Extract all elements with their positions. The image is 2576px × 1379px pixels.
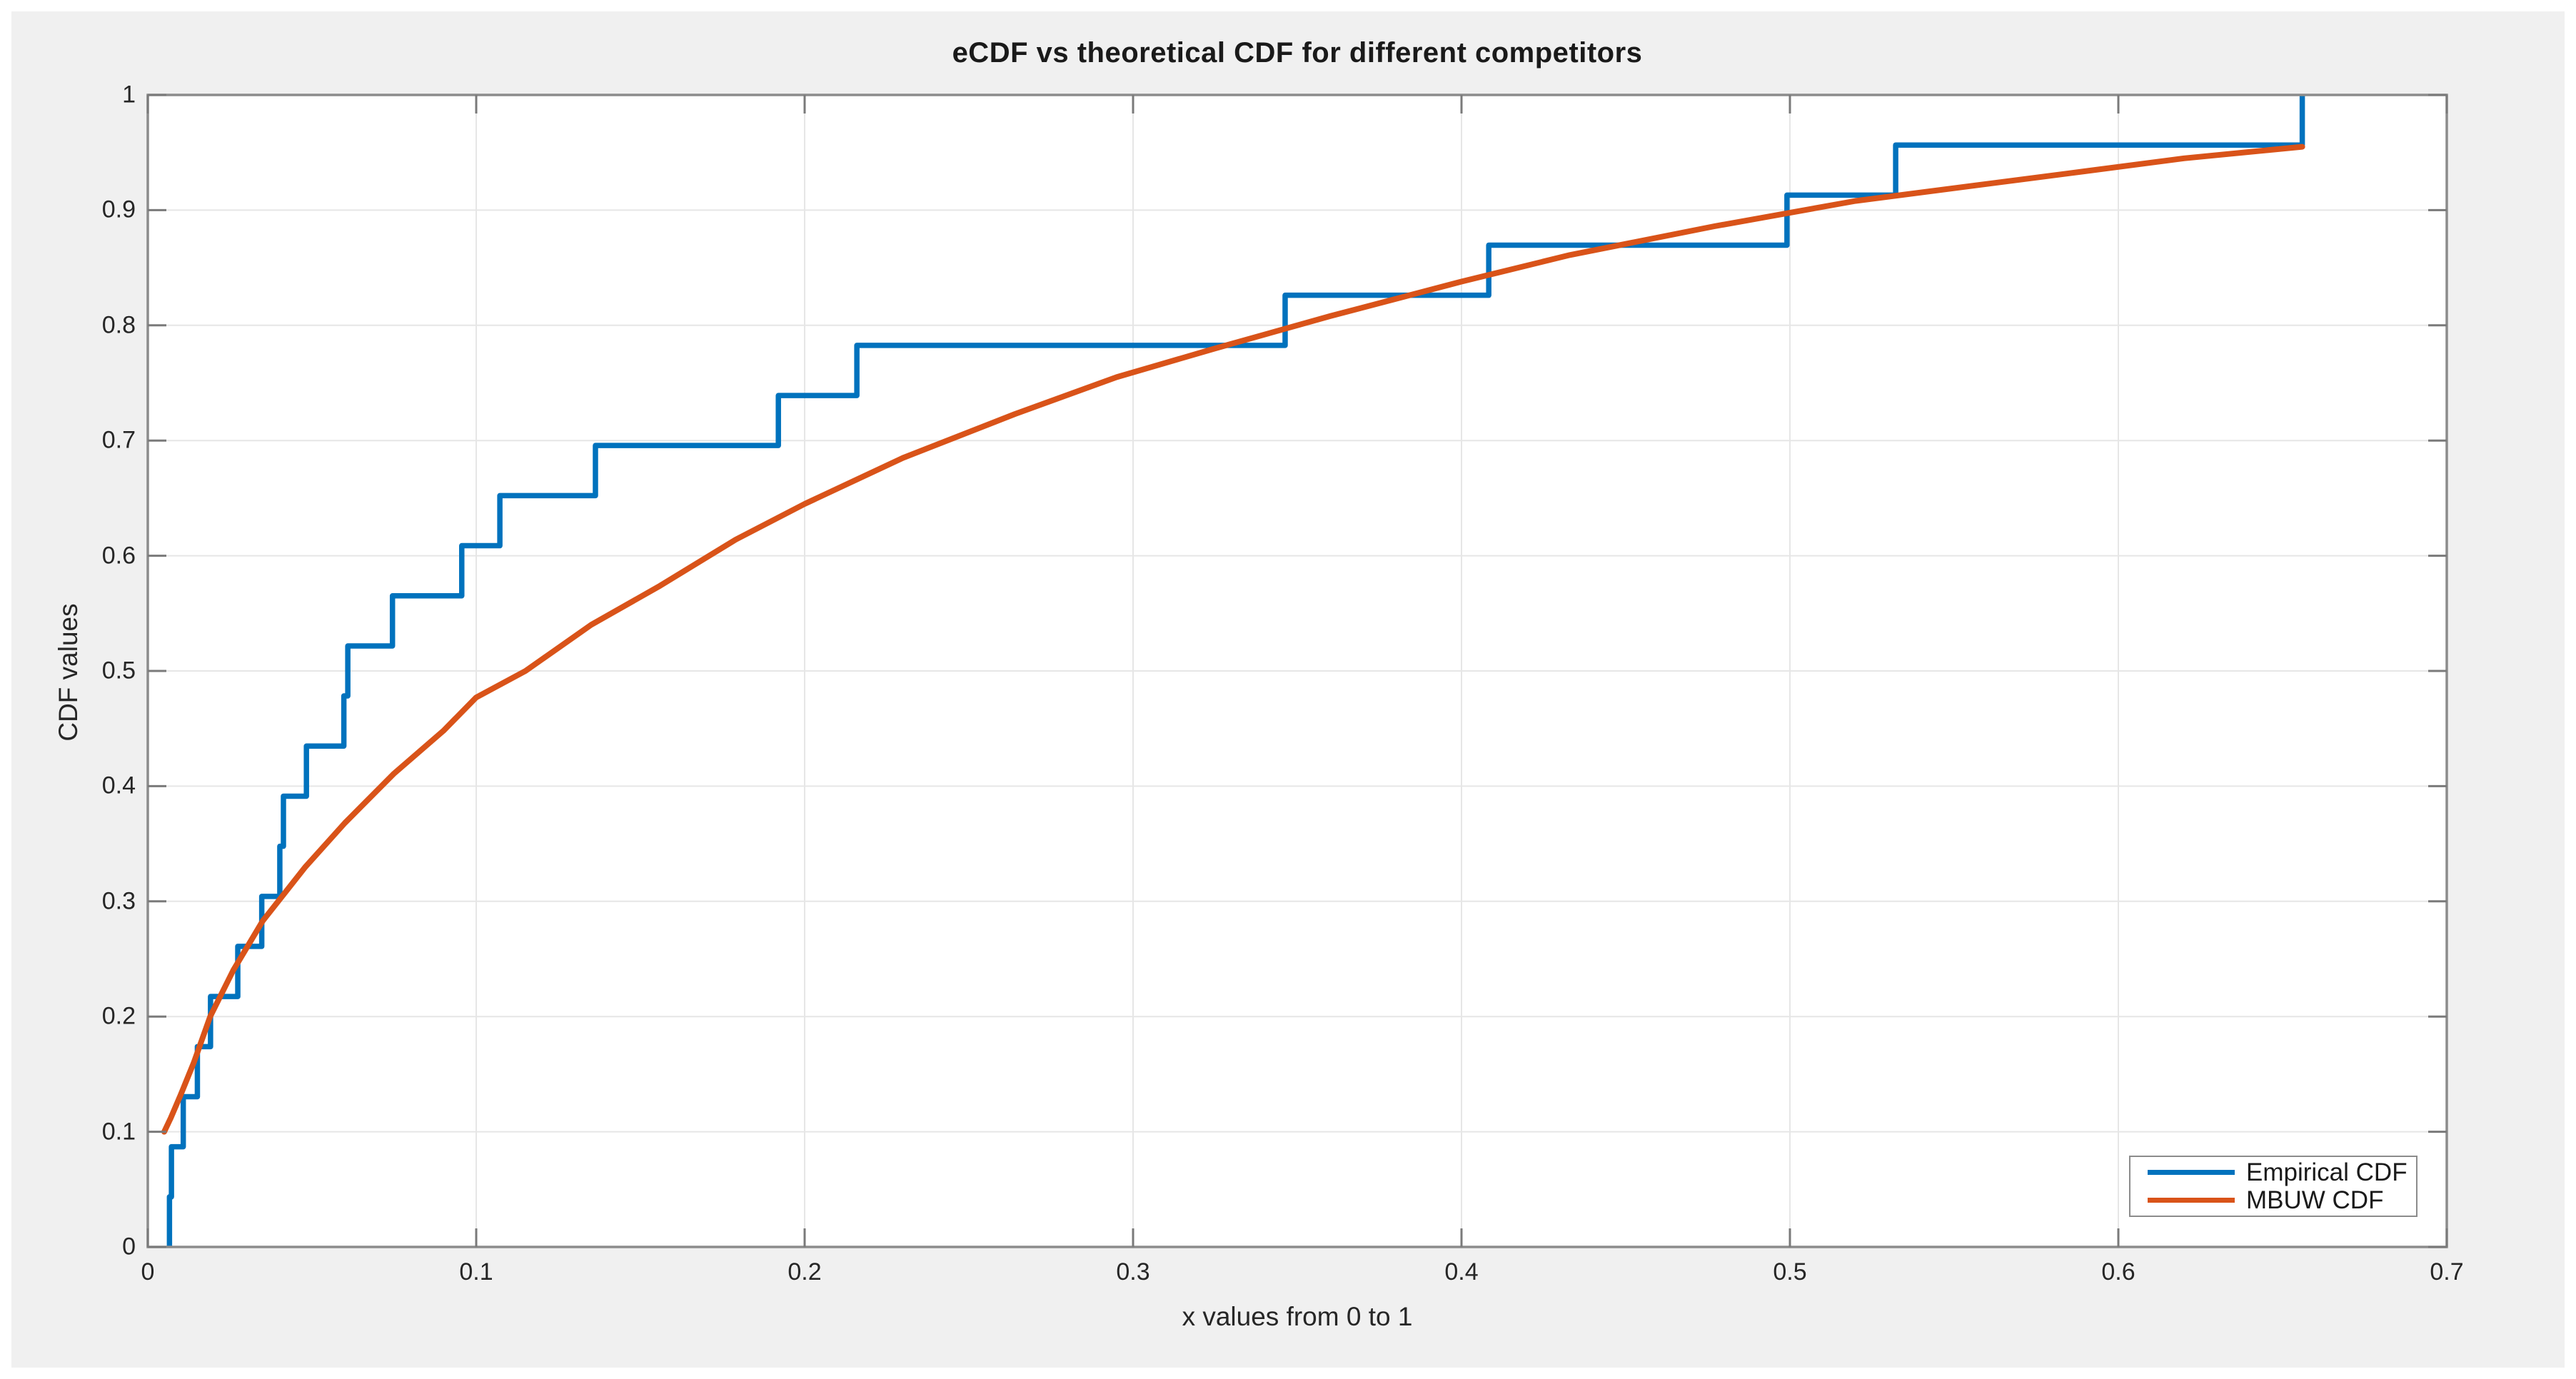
mbuw-cdf-line bbox=[161, 143, 2305, 1135]
x-tick-label: 0.4 bbox=[1444, 1258, 1479, 1285]
legend-label: Empirical CDF bbox=[2246, 1158, 2408, 1186]
x-tick-labels: 0 0.1 0.2 0.3 0.4 0.5 0.6 0.7 bbox=[0, 1258, 2576, 1290]
y-tick-label: 0.3 bbox=[101, 887, 136, 915]
y-tick-label: 0.7 bbox=[101, 426, 136, 454]
y-tick-label: 0.5 bbox=[101, 657, 136, 685]
y-tick-label: 0.2 bbox=[101, 1002, 136, 1030]
legend-box: Empirical CDF MBUW CDF bbox=[2129, 1156, 2417, 1217]
plot-title: eCDF vs theoretical CDF for different co… bbox=[952, 37, 1643, 69]
y-tick-label: 0.9 bbox=[101, 196, 136, 223]
y-tick-label: 0.4 bbox=[101, 772, 136, 799]
y-tick-label: 0.8 bbox=[101, 311, 136, 339]
legend-line-sample bbox=[2148, 1198, 2235, 1203]
x-axis-label: x values from 0 to 1 bbox=[1182, 1302, 1413, 1331]
y-tick-label: 1 bbox=[122, 81, 136, 108]
x-tick-label: 0.2 bbox=[788, 1258, 822, 1285]
x-tick-label: 0 bbox=[141, 1258, 155, 1285]
y-tick-label: 0.6 bbox=[101, 542, 136, 570]
legend-item: Empirical CDF bbox=[2130, 1160, 2416, 1185]
x-tick-label: 0.7 bbox=[2430, 1258, 2464, 1285]
legend-item: MBUW CDF bbox=[2130, 1188, 2416, 1213]
x-tick-label: 0.5 bbox=[1773, 1258, 1807, 1285]
x-tick-label: 0.3 bbox=[1116, 1258, 1150, 1285]
empirical-cdf-line bbox=[166, 95, 2305, 1247]
x-tick-label: 0.6 bbox=[2101, 1258, 2135, 1285]
x-tick-label: 0.1 bbox=[459, 1258, 493, 1285]
legend-label: MBUW CDF bbox=[2246, 1186, 2384, 1214]
y-tick-label: 0 bbox=[122, 1233, 136, 1261]
legend-line-sample bbox=[2148, 1170, 2235, 1175]
y-tick-labels: 0 0.1 0.2 0.3 0.4 0.5 0.6 0.7 0.8 0.9 1 bbox=[0, 0, 136, 1379]
y-tick-label: 0.1 bbox=[101, 1118, 136, 1146]
